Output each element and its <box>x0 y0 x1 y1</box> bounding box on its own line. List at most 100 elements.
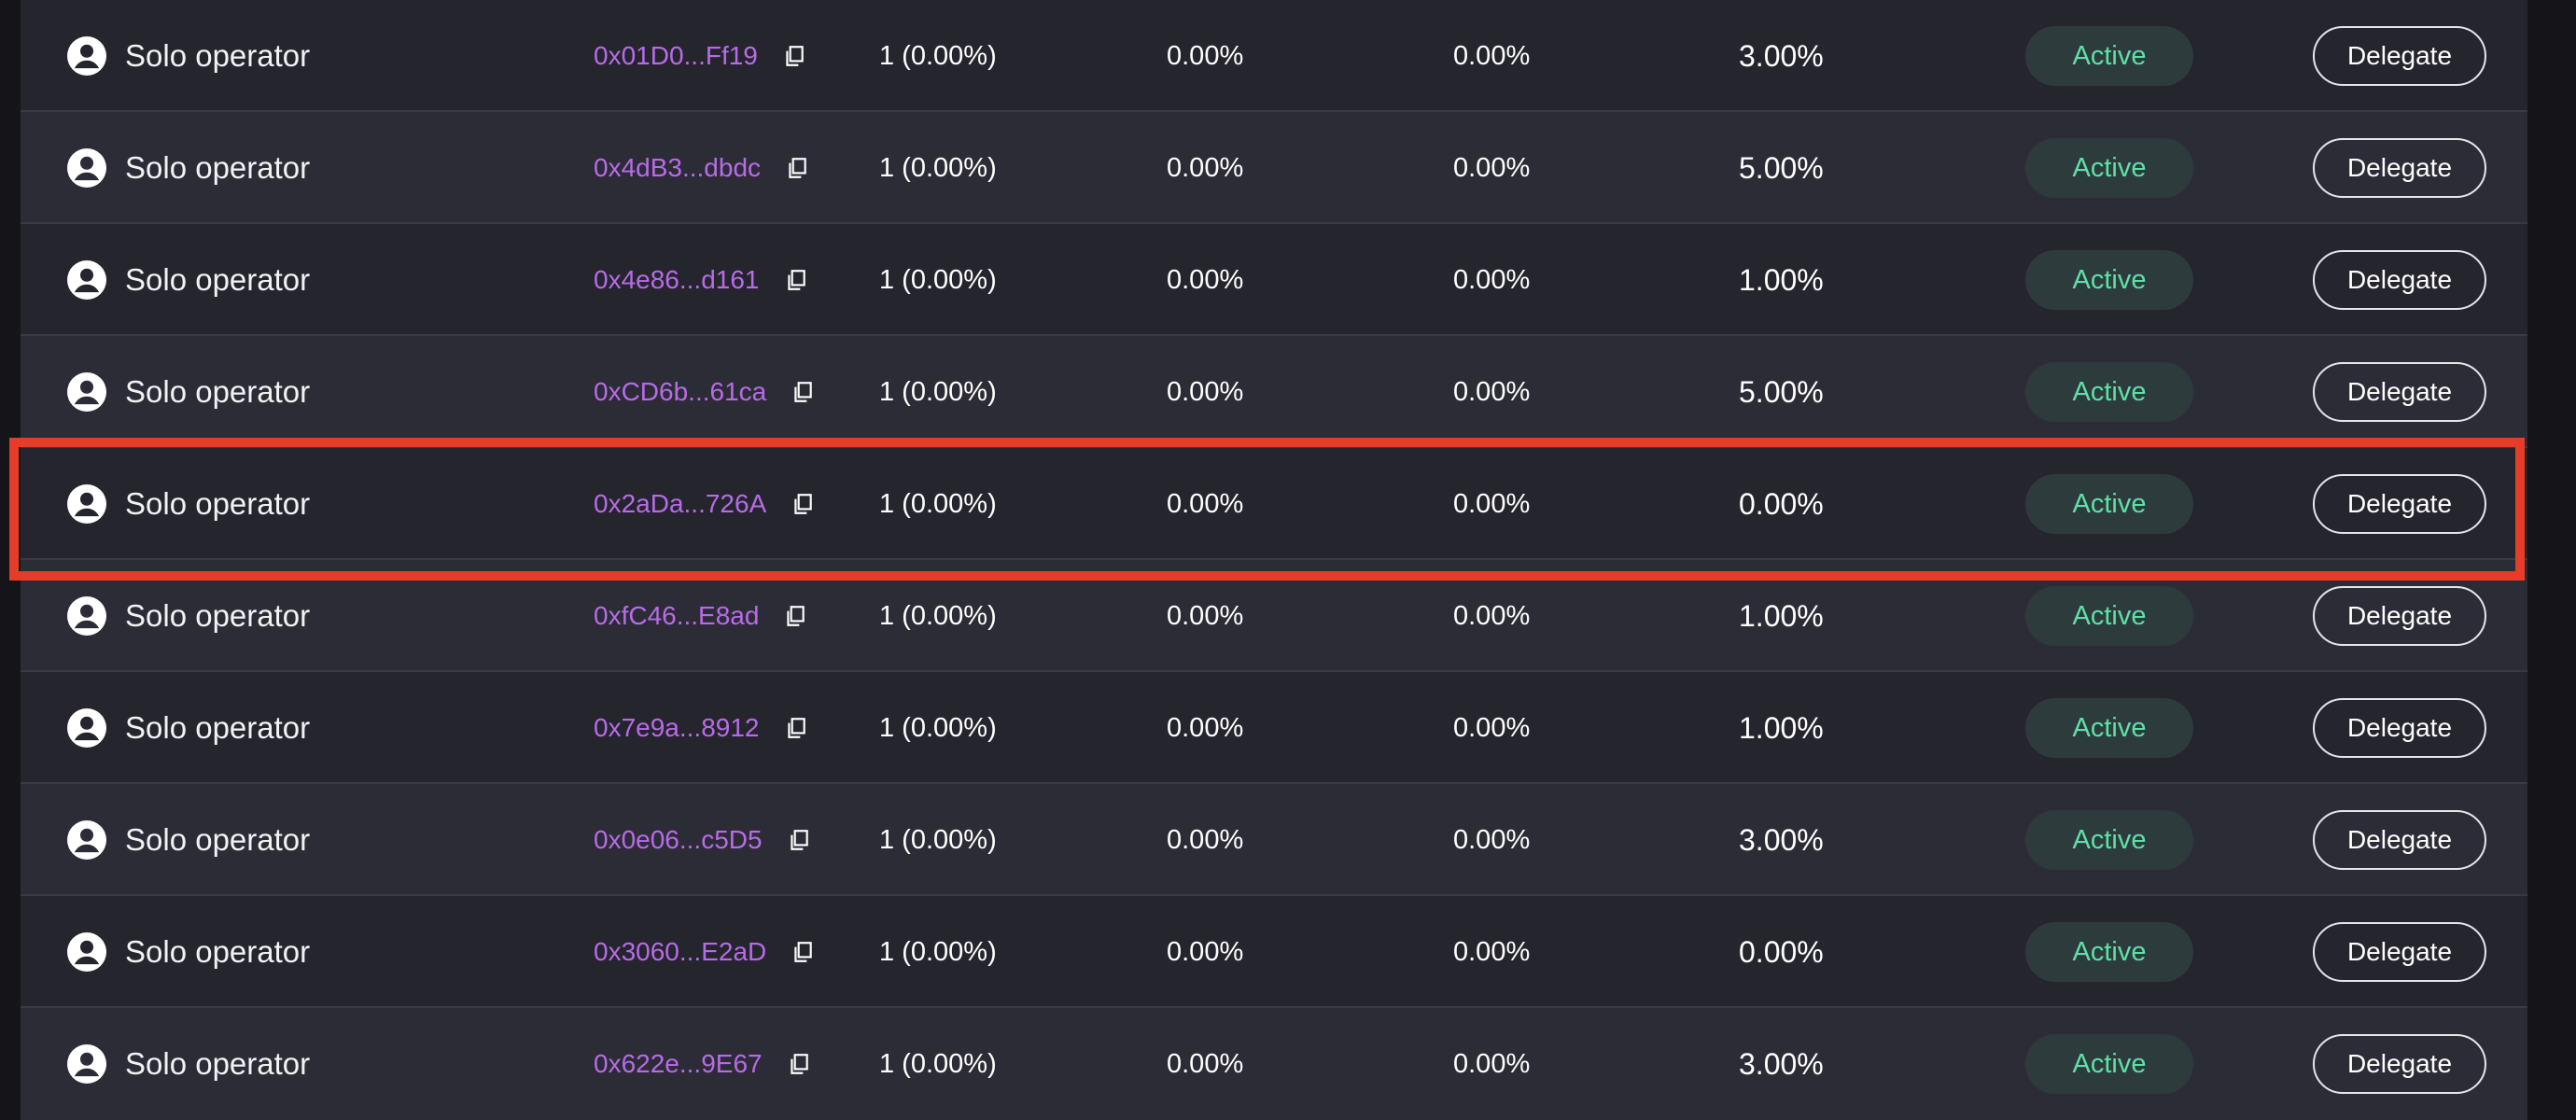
delegate-button[interactable]: Delegate <box>2313 26 2486 86</box>
address-cell: 0xCD6b...61ca <box>594 336 815 448</box>
user-circle-icon <box>67 708 106 748</box>
delegate-button[interactable]: Delegate <box>2313 362 2486 422</box>
operator-address-link[interactable]: 0xCD6b...61ca <box>594 377 767 406</box>
percent-value-b: 0.00% <box>1453 712 1531 743</box>
table-row: Solo operator 0x622e...9E67 1 (0.00%) 0.… <box>21 1008 2527 1120</box>
percent-value-b: 0.00% <box>1453 824 1531 855</box>
copy-icon[interactable] <box>791 379 815 405</box>
status-badge: Active <box>2025 586 2193 646</box>
copy-icon[interactable] <box>791 491 815 517</box>
copy-icon[interactable] <box>784 267 808 293</box>
percent-value-a: 0.00% <box>1167 1048 1244 1079</box>
address-cell: 0x3060...E2aD <box>594 896 815 1008</box>
percent-value-a: 0.00% <box>1167 376 1244 407</box>
delegate-button[interactable]: Delegate <box>2313 250 2486 310</box>
address-cell: 0x7e9a...8912 <box>594 672 808 784</box>
operator-address-link[interactable]: 0x01D0...Ff19 <box>594 41 758 70</box>
status-badge: Active <box>2025 474 2193 534</box>
percent-value-a: 0.00% <box>1167 264 1244 295</box>
status-badge: Active <box>2025 922 2193 982</box>
copy-icon[interactable] <box>787 1051 811 1077</box>
fee-value: 0.00% <box>1739 934 1824 969</box>
operator-address-link[interactable]: 0x7e9a...8912 <box>594 713 760 742</box>
percent-value-b: 0.00% <box>1453 376 1531 407</box>
operator-cell: Solo operator <box>67 0 310 112</box>
table-row: Solo operator 0xfC46...E8ad 1 (0.00%) 0.… <box>21 560 2527 672</box>
stake-value: 1 (0.00%) <box>879 600 997 631</box>
operator-name: Solo operator <box>125 710 311 745</box>
operator-name: Solo operator <box>125 486 311 521</box>
percent-value-b: 0.00% <box>1453 264 1531 295</box>
operator-address-link[interactable]: 0x3060...E2aD <box>594 937 767 966</box>
table-row: Solo operator 0xCD6b...61ca 1 (0.00%) 0.… <box>21 336 2527 448</box>
operators-table: Solo operator 0x01D0...Ff19 1 (0.00%) 0.… <box>21 0 2527 1120</box>
operator-address-link[interactable]: 0xfC46...E8ad <box>594 601 760 630</box>
fee-value: 3.00% <box>1739 1046 1824 1081</box>
fee-value: 3.00% <box>1739 38 1824 73</box>
percent-value-b: 0.00% <box>1453 1048 1531 1079</box>
copy-icon[interactable] <box>787 827 811 853</box>
fee-value: 1.00% <box>1739 710 1824 745</box>
operator-address-link[interactable]: 0x0e06...c5D5 <box>594 825 763 854</box>
address-cell: 0x2aDa...726A <box>594 448 815 560</box>
operator-name: Solo operator <box>125 374 311 409</box>
operator-cell: Solo operator <box>67 448 310 560</box>
copy-icon[interactable] <box>785 155 809 181</box>
user-circle-icon <box>67 372 106 412</box>
percent-value-b: 0.00% <box>1453 600 1531 631</box>
address-cell: 0x4dB3...dbdc <box>594 112 809 224</box>
delegate-button[interactable]: Delegate <box>2313 698 2486 758</box>
percent-value-a: 0.00% <box>1167 152 1244 183</box>
delegate-button[interactable]: Delegate <box>2313 586 2486 646</box>
operator-address-link[interactable]: 0x4e86...d161 <box>594 265 760 294</box>
fee-value: 3.00% <box>1739 822 1824 857</box>
user-circle-icon <box>67 36 106 76</box>
status-badge: Active <box>2025 1034 2193 1094</box>
stake-value: 1 (0.00%) <box>879 1048 997 1079</box>
user-circle-icon <box>67 932 106 972</box>
operator-cell: Solo operator <box>67 672 310 784</box>
delegate-button[interactable]: Delegate <box>2313 810 2486 870</box>
status-badge: Active <box>2025 698 2193 758</box>
operator-address-link[interactable]: 0x622e...9E67 <box>594 1049 763 1078</box>
user-circle-icon <box>67 596 106 636</box>
copy-icon[interactable] <box>784 715 808 741</box>
operator-name: Solo operator <box>125 1046 311 1081</box>
delegate-button[interactable]: Delegate <box>2313 474 2486 534</box>
operator-cell: Solo operator <box>67 1008 310 1120</box>
delegate-button[interactable]: Delegate <box>2313 922 2486 982</box>
operator-cell: Solo operator <box>67 224 310 336</box>
user-circle-icon <box>67 484 106 524</box>
table-row: Solo operator 0x01D0...Ff19 1 (0.00%) 0.… <box>21 0 2527 112</box>
operator-name: Solo operator <box>125 934 311 969</box>
operator-cell: Solo operator <box>67 560 310 672</box>
fee-value: 1.00% <box>1739 598 1824 633</box>
fee-value: 5.00% <box>1739 150 1824 185</box>
address-cell: 0x01D0...Ff19 <box>594 0 806 112</box>
copy-icon[interactable] <box>782 43 806 69</box>
table-row: Solo operator 0x0e06...c5D5 1 (0.00%) 0.… <box>21 784 2527 896</box>
percent-value-a: 0.00% <box>1167 600 1244 631</box>
percent-value-b: 0.00% <box>1453 488 1531 519</box>
stake-value: 1 (0.00%) <box>879 936 997 967</box>
table-row: Solo operator 0x7e9a...8912 1 (0.00%) 0.… <box>21 672 2527 784</box>
stake-value: 1 (0.00%) <box>879 264 997 295</box>
stake-value: 1 (0.00%) <box>879 824 997 855</box>
operator-address-link[interactable]: 0x4dB3...dbdc <box>594 153 762 182</box>
percent-value-b: 0.00% <box>1453 40 1531 71</box>
percent-value-a: 0.00% <box>1167 936 1244 967</box>
operator-name: Solo operator <box>125 822 311 857</box>
percent-value-a: 0.00% <box>1167 40 1244 71</box>
operator-address-link[interactable]: 0x2aDa...726A <box>594 489 767 518</box>
address-cell: 0x0e06...c5D5 <box>594 784 811 896</box>
delegate-button[interactable]: Delegate <box>2313 1034 2486 1094</box>
operator-cell: Solo operator <box>67 336 310 448</box>
copy-icon[interactable] <box>791 939 815 965</box>
fee-value: 1.00% <box>1739 262 1824 297</box>
percent-value-b: 0.00% <box>1453 936 1531 967</box>
copy-icon[interactable] <box>783 603 807 629</box>
operator-name: Solo operator <box>125 150 311 185</box>
delegate-button[interactable]: Delegate <box>2313 138 2486 198</box>
percent-value-a: 0.00% <box>1167 824 1244 855</box>
percent-value-a: 0.00% <box>1167 712 1244 743</box>
